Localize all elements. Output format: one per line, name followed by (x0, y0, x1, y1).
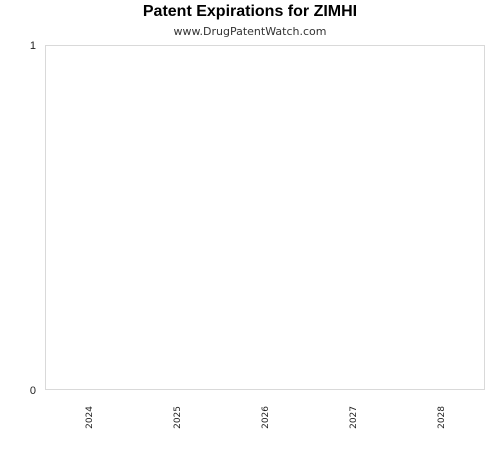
x-tick-label: 2027 (349, 406, 359, 429)
chart-title: Patent Expirations for ZIMHI (142, 3, 358, 20)
y-tick-label: 0 (30, 385, 36, 397)
x-tick-label: 2028 (437, 406, 447, 429)
x-tick-label: 2025 (173, 406, 183, 429)
plot-area (45, 45, 485, 390)
x-axis-ticks: 2024 2025 2026 2027 2028 (85, 406, 447, 429)
x-tick-label: 2024 (85, 406, 95, 429)
y-axis-ticks: 01 (30, 40, 36, 397)
chart-subtitle: www.DrugPatentWatch.com (173, 25, 327, 38)
y-tick-label: 1 (30, 40, 36, 52)
x-tick-label: 2026 (261, 406, 271, 429)
